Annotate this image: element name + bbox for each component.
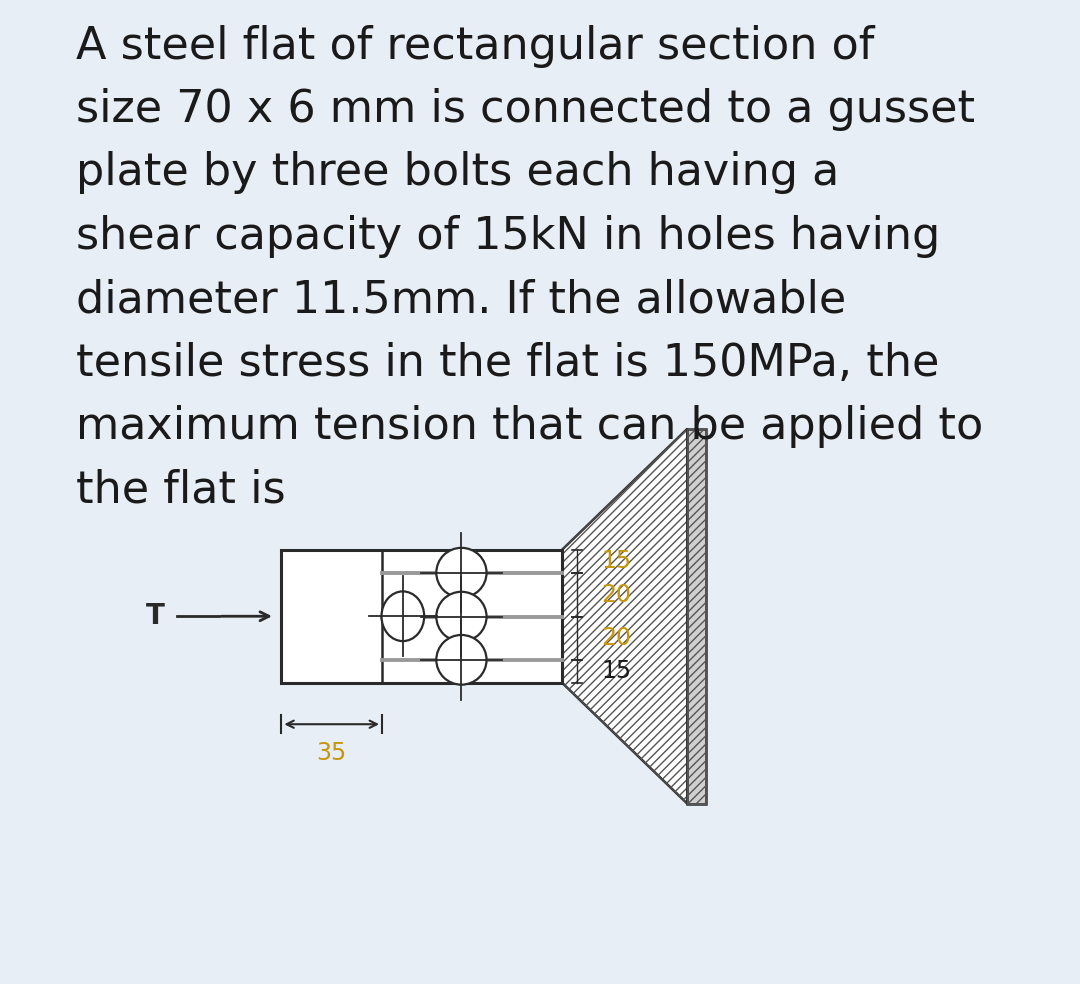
- Text: 20: 20: [602, 626, 631, 650]
- Ellipse shape: [436, 591, 486, 642]
- Polygon shape: [688, 429, 706, 804]
- Text: A steel flat of rectangular section of
size 70 x 6 mm is connected to a gusset
p: A steel flat of rectangular section of s…: [76, 25, 983, 512]
- Ellipse shape: [381, 591, 424, 642]
- Text: 15: 15: [602, 659, 632, 683]
- Bar: [282, 550, 562, 683]
- Ellipse shape: [436, 548, 486, 597]
- Text: 15: 15: [602, 549, 632, 574]
- Text: T: T: [146, 602, 164, 631]
- Ellipse shape: [436, 635, 486, 685]
- Polygon shape: [562, 429, 688, 804]
- Text: 20: 20: [602, 583, 631, 607]
- Text: 35: 35: [316, 741, 347, 765]
